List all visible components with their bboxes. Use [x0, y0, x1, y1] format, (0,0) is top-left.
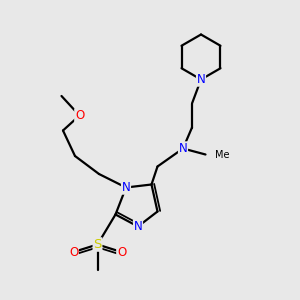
- Text: Me: Me: [215, 150, 230, 160]
- Text: N: N: [122, 181, 130, 194]
- Text: O: O: [75, 109, 84, 122]
- Text: O: O: [117, 245, 126, 259]
- Text: N: N: [134, 220, 142, 233]
- Text: N: N: [178, 142, 188, 155]
- Text: N: N: [196, 73, 206, 86]
- Text: O: O: [69, 245, 78, 259]
- Text: S: S: [93, 238, 102, 251]
